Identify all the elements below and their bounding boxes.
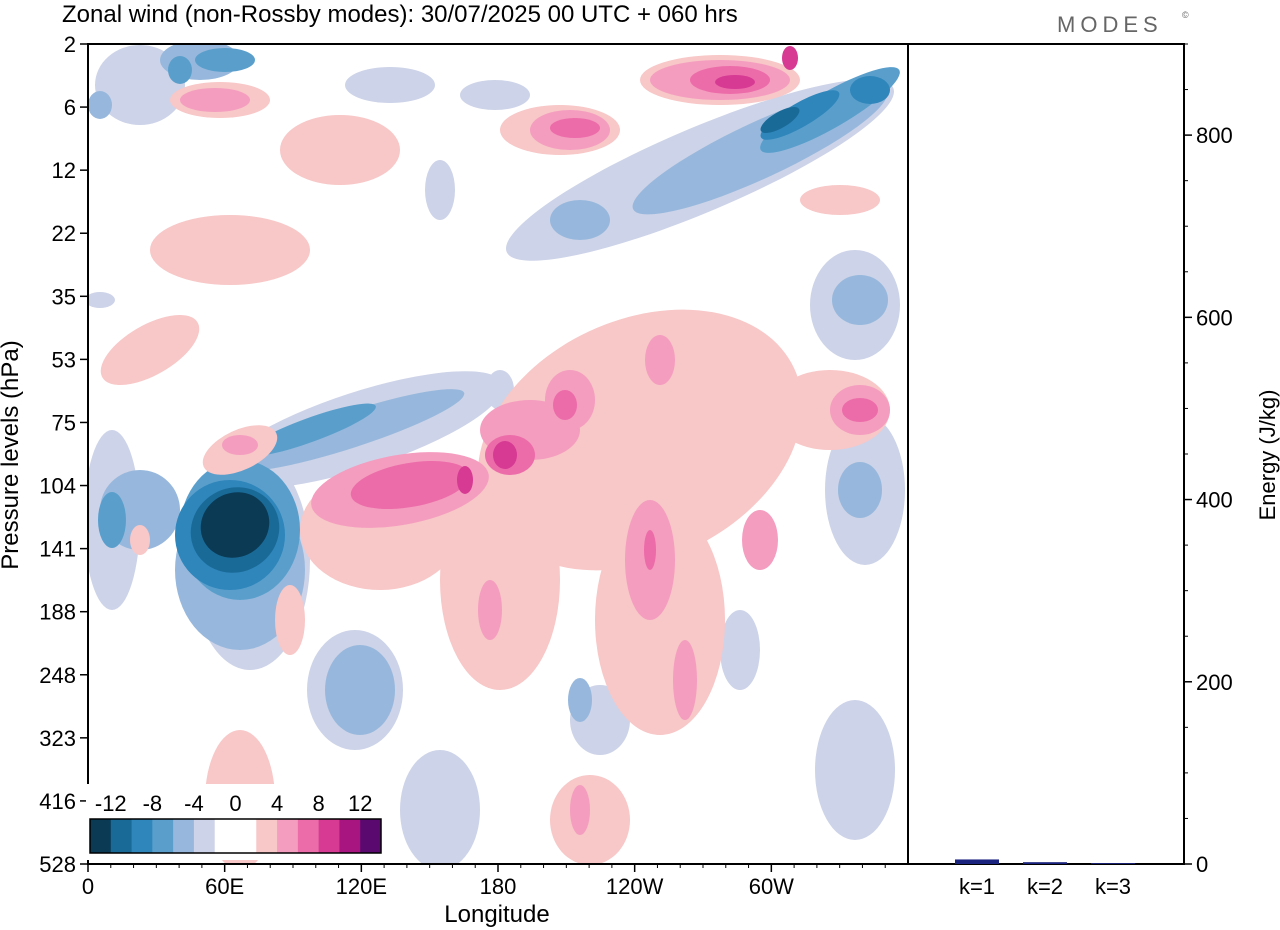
colorbar-swatch: [297, 819, 320, 853]
y-tick-label: 323: [39, 726, 76, 751]
y-tick-label: 35: [52, 284, 76, 309]
y-tick-label: 6: [64, 95, 76, 120]
chart-title: Zonal wind (non-Rossby modes): 30/07/202…: [62, 1, 738, 28]
energy-tick-label: 200: [1196, 670, 1233, 695]
zonal-wind-field: [88, 44, 908, 864]
energy-tick-label: 600: [1196, 305, 1233, 330]
energy-axis-label: Energy (J/kg): [1255, 390, 1280, 521]
x-axis-label: Longitude: [444, 901, 549, 928]
y-tick-label: 104: [39, 474, 76, 499]
x-tick-label: 60E: [205, 874, 244, 899]
x-axis: 0 60E 120E 180 120W 60W: [82, 864, 886, 899]
energy-tick-label: 400: [1196, 488, 1233, 513]
colorbar-swatch: [90, 819, 112, 853]
y-tick-label: 416: [39, 789, 76, 814]
colorbar-swatch: [360, 819, 382, 853]
x-tick-label: 120E: [336, 874, 387, 899]
energy-tick-label: 0: [1196, 852, 1208, 877]
brand-mark: ©: [1182, 10, 1189, 20]
y-tick-label: 22: [52, 221, 76, 246]
colorbar-swatch: [277, 819, 299, 853]
colorbar-frame: [89, 818, 382, 854]
y-tick-label: 141: [39, 537, 76, 562]
brand-logo: MODES: [1057, 12, 1163, 37]
y-axis: 2 6 12 22 35 53 75 104 141 188 248 323 416 528: [39, 32, 88, 877]
energy-bar: [955, 859, 999, 864]
colorbar-swatch: [131, 819, 153, 853]
y-axis-label: Pressure levels (hPa): [0, 340, 24, 569]
colorbar-label: 8: [313, 791, 325, 816]
colorbar: -12 -8 -4 0 4 8 12: [86, 784, 385, 860]
y-tick-label: 528: [39, 852, 76, 877]
colorbar-label: -8: [143, 791, 163, 816]
energy-category-label: k=3: [1095, 874, 1131, 899]
y-tick-label: 75: [52, 410, 76, 435]
colorbar-swatch: [318, 819, 340, 853]
y-tick-label: 248: [39, 663, 76, 688]
colorbar-swatch: [339, 819, 361, 853]
colorbar-swatch: [256, 819, 278, 853]
energy-tick-label: 800: [1196, 123, 1233, 148]
colorbar-swatch: [152, 819, 174, 853]
y-tick-label: 53: [52, 347, 76, 372]
colorbar-label: 12: [348, 791, 372, 816]
colorbar-swatch: [110, 819, 133, 853]
very-strong-westerly-regions: [457, 46, 798, 494]
colorbar-label: -4: [184, 791, 204, 816]
colorbar-label: 0: [229, 791, 241, 816]
energy-bars: k=1 k=2 k=3: [955, 859, 1135, 899]
energy-panel-frame: [907, 43, 1185, 865]
y-tick-label: 2: [64, 32, 76, 57]
energy-bar: [1023, 862, 1067, 864]
x-tick-label: 60W: [749, 874, 794, 899]
colorbar-swatch: [214, 819, 236, 853]
y-tick-label: 188: [39, 600, 76, 625]
energy-category-label: k=1: [959, 874, 995, 899]
x-tick-label: 120W: [606, 874, 664, 899]
colorbar-swatch: [193, 819, 216, 853]
energy-bar: [1091, 863, 1135, 864]
colorbar-swatch: [173, 819, 195, 853]
y-tick-label: 12: [52, 158, 76, 183]
colorbar-label: 4: [271, 791, 283, 816]
easterly-max-regions: [200, 492, 270, 558]
colorbar-swatch: [235, 819, 257, 853]
energy-category-label: k=2: [1027, 874, 1063, 899]
energy-axis: 0 200 400 600 800: [1184, 43, 1233, 877]
colorbar-label: -12: [95, 791, 127, 816]
x-tick-label: 0: [82, 874, 94, 899]
x-tick-label: 180: [480, 874, 517, 899]
